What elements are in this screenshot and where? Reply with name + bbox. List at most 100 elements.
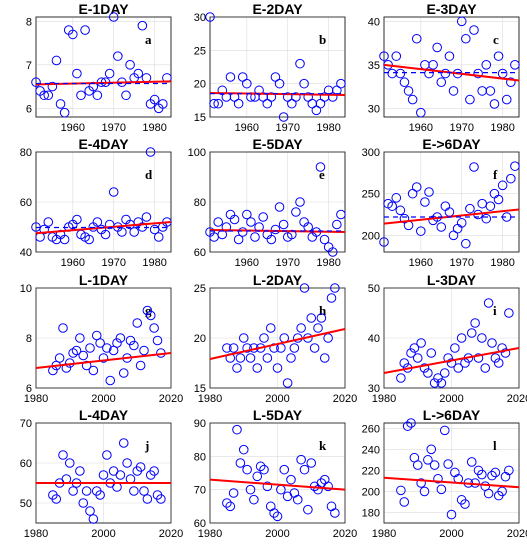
data-point	[416, 338, 426, 348]
data-point	[137, 20, 148, 31]
data-point	[129, 227, 139, 237]
data-point	[274, 202, 285, 212]
y-tick-label: 250	[362, 189, 380, 201]
data-point	[409, 343, 420, 353]
data-point	[221, 222, 232, 232]
data-point	[152, 335, 163, 346]
data-point	[108, 12, 119, 22]
data-point	[102, 343, 112, 353]
data-point	[98, 470, 109, 480]
data-point	[225, 72, 236, 82]
data-point	[68, 486, 78, 496]
data-point	[102, 450, 112, 460]
x-tick-label: 1970	[275, 122, 299, 134]
data-point	[436, 378, 447, 388]
data-point	[396, 373, 406, 383]
data-point	[95, 338, 105, 348]
data-point	[266, 92, 277, 102]
x-tick-label: 1970	[449, 257, 473, 269]
trend-line	[209, 328, 346, 360]
x-tick-label: 2020	[159, 393, 183, 405]
data-point	[439, 368, 450, 378]
data-point	[469, 25, 479, 35]
data-point	[466, 457, 477, 467]
y-tick-label: 60	[20, 197, 32, 209]
data-point	[51, 494, 62, 504]
data-point	[399, 77, 410, 88]
data-point	[242, 343, 252, 353]
data-point	[443, 459, 453, 469]
y-tick-label: 50	[368, 283, 380, 295]
data-point	[81, 360, 92, 371]
y-tick-label: 200	[362, 486, 380, 498]
data-point	[332, 219, 342, 230]
data-point	[416, 107, 426, 118]
data-point	[242, 78, 252, 89]
data-point	[142, 305, 153, 316]
subplot-title: E-1DAY	[78, 1, 129, 17]
x-tick-label: 2000	[265, 528, 289, 540]
x-tick-label: 1980	[198, 393, 222, 405]
data-point	[31, 77, 41, 88]
subplot-f: 1960 1970 1980 200 250 300 E->6DAY f	[362, 136, 520, 269]
data-point	[246, 217, 256, 227]
subplot-g: 1980 2000 2020 6 8 10 L-1DAY g	[20, 272, 183, 405]
data-point	[78, 498, 89, 508]
data-point	[504, 465, 514, 476]
data-point	[500, 348, 511, 358]
data-point	[403, 86, 414, 96]
data-point	[222, 343, 232, 353]
data-point	[55, 99, 66, 109]
data-point	[461, 238, 471, 249]
plot-border	[35, 287, 172, 389]
subplot-title: L->6DAY	[423, 407, 481, 423]
data-point	[278, 112, 289, 122]
data-point	[456, 333, 467, 343]
data-point	[450, 467, 460, 478]
data-point	[72, 214, 82, 225]
data-point	[506, 77, 516, 88]
panel-letter: b	[319, 32, 326, 47]
data-point	[104, 68, 115, 79]
subplot-title: L-3DAY	[427, 272, 477, 288]
subplot-b: 1960 1970 1980 15 20 25 30 E-2DAY b	[194, 1, 346, 134]
data-point	[292, 494, 303, 505]
data-point	[444, 51, 455, 61]
panel-letter: e	[319, 167, 325, 182]
data-point	[287, 229, 297, 240]
data-point	[446, 509, 457, 520]
data-point	[228, 343, 239, 353]
plot-border	[35, 16, 172, 118]
y-tick-label: 10	[20, 283, 32, 295]
subplot-title: L-2DAY	[253, 272, 303, 288]
subplot-title: L-5DAY	[253, 407, 303, 423]
data-point	[465, 94, 475, 105]
subplot-title: L-1DAY	[79, 272, 129, 288]
data-point	[112, 338, 122, 348]
panel-letter: g	[145, 303, 152, 318]
data-point	[506, 173, 516, 184]
data-point	[129, 486, 139, 496]
data-point	[133, 68, 144, 79]
data-point	[139, 345, 149, 356]
data-point	[149, 94, 160, 105]
subplot-h: 1980 2000 2020 15 20 25 L-2DAY h	[194, 272, 357, 405]
data-point	[428, 60, 438, 70]
y-tick-label: 300	[362, 147, 380, 159]
y-tick-label: 25	[194, 45, 206, 57]
y-tick-label: 60	[194, 518, 206, 530]
data-point	[92, 90, 103, 101]
data-point	[121, 90, 131, 101]
data-point	[158, 99, 168, 109]
panel-letter: k	[319, 438, 327, 453]
data-point	[319, 234, 330, 245]
data-point	[487, 338, 497, 348]
data-point	[485, 86, 496, 96]
data-point	[242, 464, 252, 475]
data-point	[391, 193, 402, 203]
data-point	[426, 444, 437, 455]
data-point	[115, 470, 126, 480]
data-point	[113, 51, 123, 61]
data-point	[510, 161, 520, 171]
data-point	[493, 358, 504, 368]
